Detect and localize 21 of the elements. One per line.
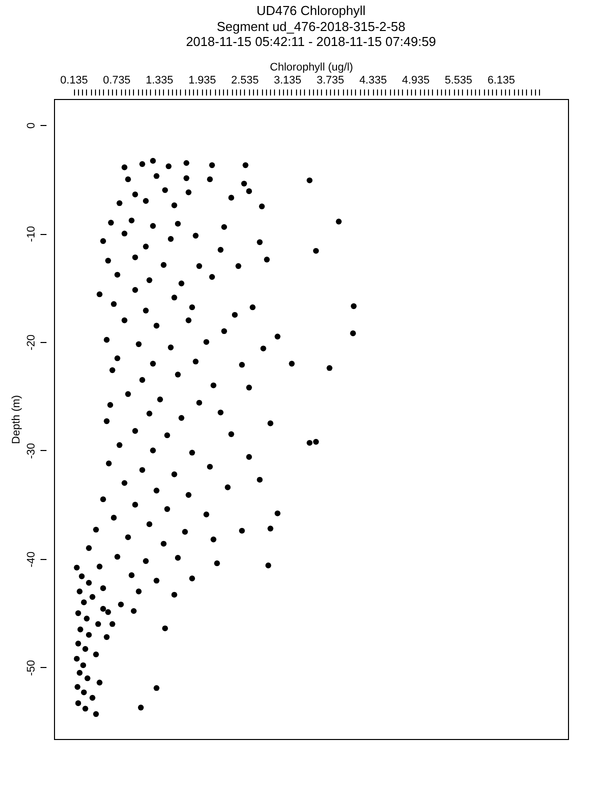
x-tick-label: 6.135 <box>487 74 515 86</box>
y-tick-label: -10 <box>26 226 38 242</box>
x-axis-title: Chlorophyll (ug/l) <box>270 62 354 74</box>
y-axis-title: Depth (m) <box>10 395 22 444</box>
y-tick-label: 0 <box>26 122 38 129</box>
x-tick-label: 0.135 <box>60 74 88 86</box>
chart-subtitle: Segment ud_476-2018-315-2-58 2018-11-15 05:42:11 - 2018-11-15 07:49:59 <box>186 19 436 49</box>
y-tick-label: -40 <box>26 551 38 568</box>
y-tick-label: -20 <box>26 334 38 350</box>
x-tick-label: 5.535 <box>444 74 472 86</box>
x-tick-label: 3.735 <box>316 74 344 86</box>
x-tick-label: 3.135 <box>274 74 302 86</box>
x-tick-label: 0.735 <box>103 74 131 86</box>
y-tick-label: -50 <box>26 660 38 676</box>
x-tick-label: 4.335 <box>359 74 387 86</box>
chart-title: UD476 Chlorophyll <box>256 3 366 18</box>
x-tick-label: 2.535 <box>231 74 259 86</box>
x-tick-label: 1.335 <box>146 74 174 86</box>
x-tick-label: 1.935 <box>188 74 216 86</box>
x-tick-label: 4.935 <box>402 74 430 86</box>
y-tick-label: -30 <box>26 443 38 459</box>
